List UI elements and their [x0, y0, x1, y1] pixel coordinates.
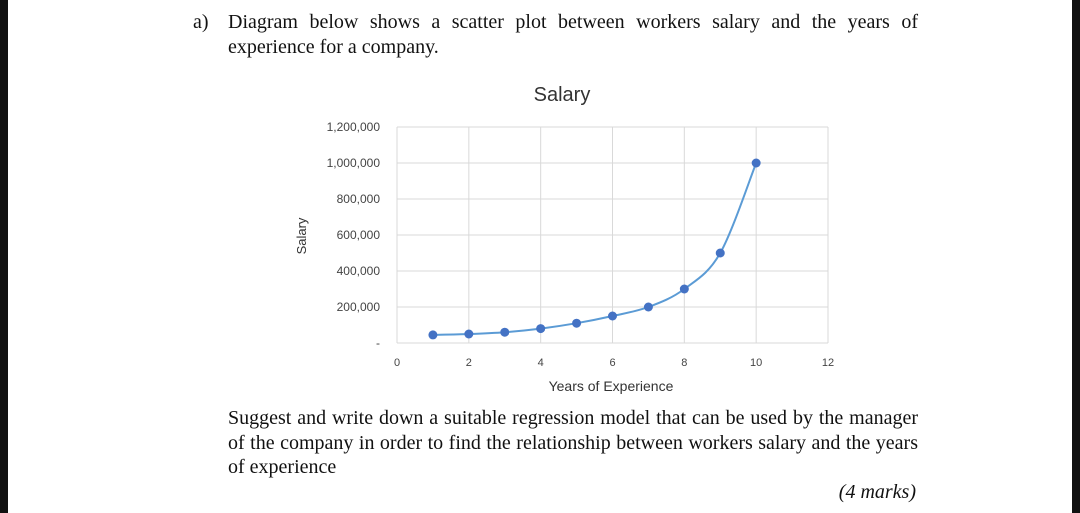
x-tick-label: 0 — [394, 357, 400, 369]
x-tick-label: 4 — [538, 357, 544, 369]
series-line — [432, 162, 758, 336]
y-tick-label: 1,200,000 — [327, 120, 381, 134]
data-point — [428, 330, 438, 340]
y-tick-label: 600,000 — [337, 228, 381, 242]
data-point — [715, 248, 725, 258]
x-tick-label: 12 — [822, 357, 834, 369]
data-point — [679, 284, 689, 294]
x-axis-label: Years of Experience — [549, 378, 674, 394]
chart-ticks: 0 2 4 6 8 10 12 - 200,000 400,000 600,000 800,000 1,… — [327, 120, 835, 369]
y-tick-label: - — [376, 336, 380, 350]
y-tick-label: 400,000 — [337, 264, 381, 278]
data-point — [608, 311, 617, 321]
data-point — [500, 327, 510, 337]
question-text: Diagram below shows a scatter plot betwe… — [228, 11, 918, 58]
y-axis-label: Salary — [294, 217, 309, 254]
question-block: a) Diagram below shows a scatter plot be… — [193, 10, 918, 60]
right-screen-edge — [1072, 0, 1080, 513]
instruction-text: Suggest and write down a suitable regres… — [228, 407, 918, 478]
y-tick-label: 1,000,000 — [327, 156, 381, 170]
marks-label: (4 marks) — [838, 481, 916, 503]
data-point — [751, 158, 761, 168]
x-tick-label: 6 — [609, 357, 615, 369]
left-screen-edge — [0, 0, 8, 513]
question-label: a) — [193, 11, 209, 33]
x-tick-label: 2 — [466, 357, 472, 369]
y-tick-label: 800,000 — [337, 192, 381, 206]
chart-title: Salary — [534, 84, 591, 106]
chart-gridlines — [396, 126, 829, 344]
x-tick-label: 10 — [750, 357, 762, 369]
y-tick-label: 200,000 — [337, 300, 381, 314]
data-point — [464, 329, 474, 339]
data-point — [536, 324, 546, 334]
data-point — [572, 318, 582, 328]
x-tick-label: 8 — [681, 357, 687, 369]
chart-points — [428, 158, 761, 340]
data-point — [643, 302, 653, 312]
